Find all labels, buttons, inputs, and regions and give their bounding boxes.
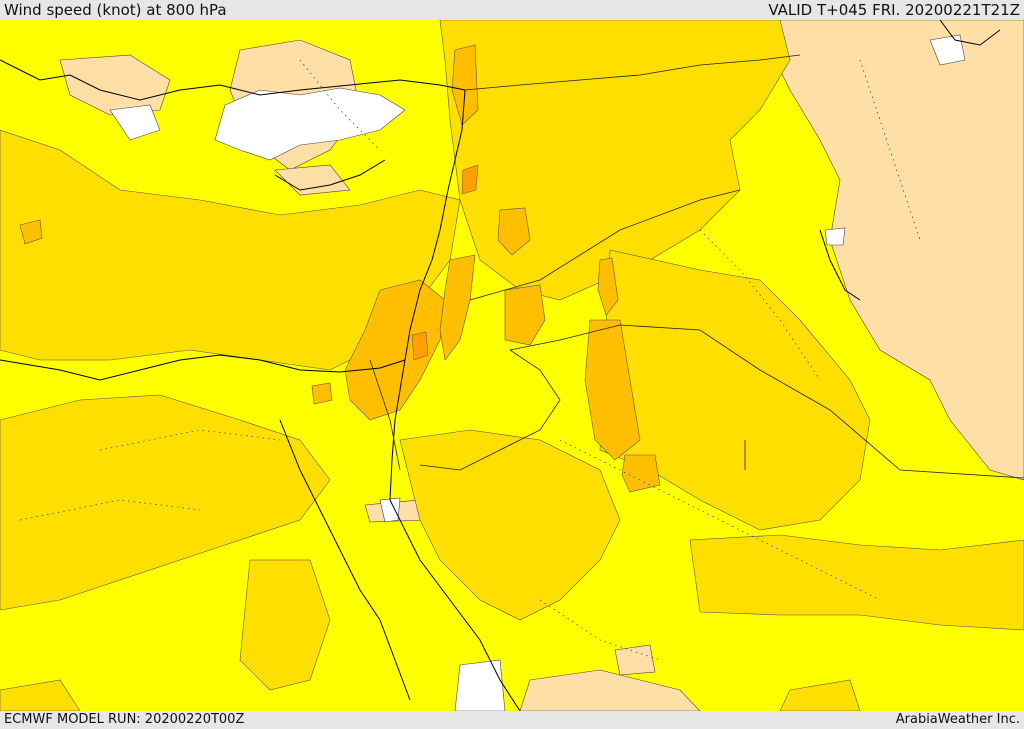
admin-boundaries <box>19 59 921 661</box>
credit: ArabiaWeather Inc. <box>895 712 1020 727</box>
map-header: Wind speed (knot) at 800 hPa VALID T+045… <box>0 0 1024 20</box>
wind-speed-map[interactable] <box>0 20 1024 711</box>
coastlines <box>0 20 1001 711</box>
shading-orange <box>411 164 479 361</box>
shading-amber <box>19 44 661 493</box>
map-canvas <box>0 20 1024 711</box>
shading-white <box>109 34 966 711</box>
model-run: ECMWF MODEL RUN: 20200220T00Z <box>4 712 245 727</box>
borders <box>369 54 1024 479</box>
valid-time: VALID T+045 FRI. 20200221T21Z <box>768 1 1020 19</box>
map-title: Wind speed (knot) at 800 hPa <box>4 1 227 19</box>
map-footer: ECMWF MODEL RUN: 20200220T00Z ArabiaWeat… <box>0 711 1024 729</box>
